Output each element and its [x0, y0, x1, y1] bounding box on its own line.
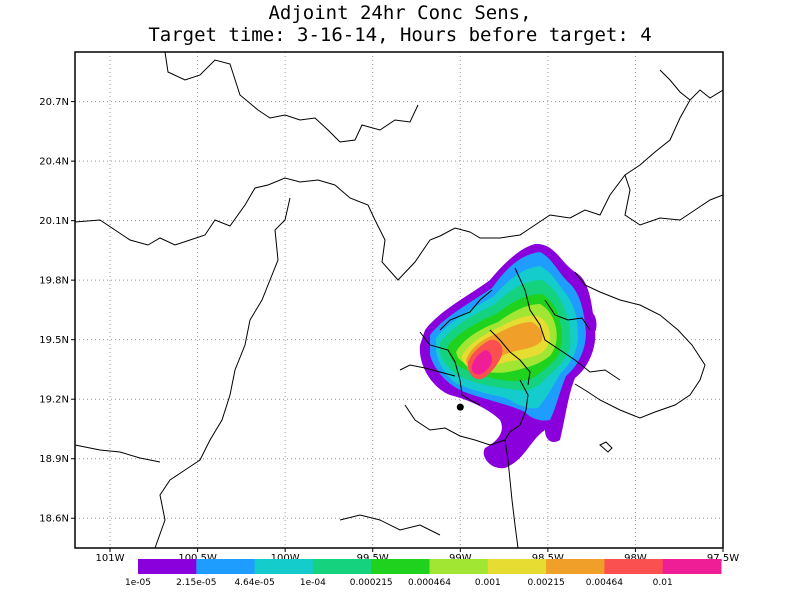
target-point-marker: [456, 403, 464, 411]
lat-tick-label: 19.2N: [39, 395, 69, 406]
colorbar-label: 1e-05: [125, 578, 151, 588]
colorbar-swatch: [138, 559, 197, 574]
border-line: [504, 379, 529, 441]
state-borders: [75, 52, 723, 548]
lon-tick-label: 98.5W: [532, 553, 564, 564]
colorbar-label: 0.001: [475, 578, 501, 588]
colorbar-label: 0.000464: [408, 578, 451, 588]
colorbar-swatch: [254, 559, 314, 574]
title-line-2: Target time: 3-16-14, Hours before targe…: [148, 24, 652, 46]
colorbar-swatch: [429, 559, 489, 574]
border-line: [334, 184, 471, 281]
lon-tick-label: 100W: [271, 553, 300, 564]
colorbar-swatch: [604, 559, 664, 574]
lon-tick-label: 97.5W: [707, 553, 739, 564]
lon-tick-label: 98W: [624, 553, 647, 564]
colorbar-label: 1e-04: [300, 578, 326, 588]
colorbar-label: 0.01: [653, 578, 673, 588]
border-line: [489, 329, 531, 386]
border-line: [514, 267, 621, 381]
latitude-axis: 20.7N 20.4N 20.1N 19.8N 19.5N 19.2N 18.9N 18.6N: [39, 97, 75, 525]
colorbar-label: 0.00464: [586, 578, 623, 588]
contour-level-10: [471, 350, 493, 375]
lon-tick-label: 100.5W: [178, 553, 217, 564]
sensitivity-field: [419, 243, 597, 469]
colorbar-swatch: [312, 559, 372, 574]
border-line: [469, 89, 723, 239]
border-line: [154, 197, 291, 548]
lat-tick-label: 19.5N: [39, 335, 69, 346]
border-line: [659, 69, 691, 101]
colorbar-swatch: [662, 559, 722, 574]
colorbar: 1e-05 2.15e-05 4.64e-05 1e-04 0.000215 0.0004…: [125, 559, 722, 588]
lat-tick-label: 19.8N: [39, 276, 69, 287]
border-line: [75, 444, 161, 463]
lon-tick-label: 99W: [449, 553, 472, 564]
colorbar-label: 0.00215: [527, 578, 564, 588]
border-line: [439, 289, 493, 331]
lon-tick-label: 101W: [96, 553, 125, 564]
longitude-axis: 101W 100.5W 100W 99.5W 99W 98.5W 98W 97.5W: [96, 548, 739, 564]
border-line: [399, 364, 456, 377]
lon-tick-label: 99.5W: [357, 553, 389, 564]
border-line: [624, 174, 723, 226]
border-line: [574, 271, 706, 419]
lat-tick-label: 20.4N: [39, 157, 69, 168]
border-line: [504, 439, 519, 548]
border-line: [75, 177, 336, 246]
contour-fragment: [587, 311, 597, 333]
lat-tick-label: 20.7N: [39, 97, 69, 108]
lat-tick-label: 20.1N: [39, 216, 69, 227]
colorbar-swatch: [196, 559, 256, 574]
colorbar-label: 0.000215: [350, 578, 393, 588]
colorbar-swatch: [546, 559, 605, 574]
border-line: [599, 441, 613, 453]
border-line: [404, 404, 506, 446]
border-line: [419, 331, 481, 406]
plot-frame: [74, 51, 724, 549]
gridlines: [75, 52, 723, 548]
colorbar-label: 2.15e-05: [176, 578, 216, 588]
colorbar-swatch: [487, 559, 547, 574]
colorbar-label: 4.64e-05: [234, 578, 274, 588]
lat-tick-label: 18.6N: [39, 514, 69, 525]
lat-tick-label: 18.9N: [39, 454, 69, 465]
border-line: [339, 104, 419, 143]
colorbar-swatch: [371, 559, 430, 574]
title-line-1: Adjoint 24hr Conc Sens,: [268, 2, 532, 24]
border-line: [339, 514, 441, 536]
chart-title: Adjoint 24hr Conc Sens, Target time: 3-1…: [0, 2, 800, 46]
border-line: [164, 52, 341, 143]
border-line: [544, 299, 591, 331]
